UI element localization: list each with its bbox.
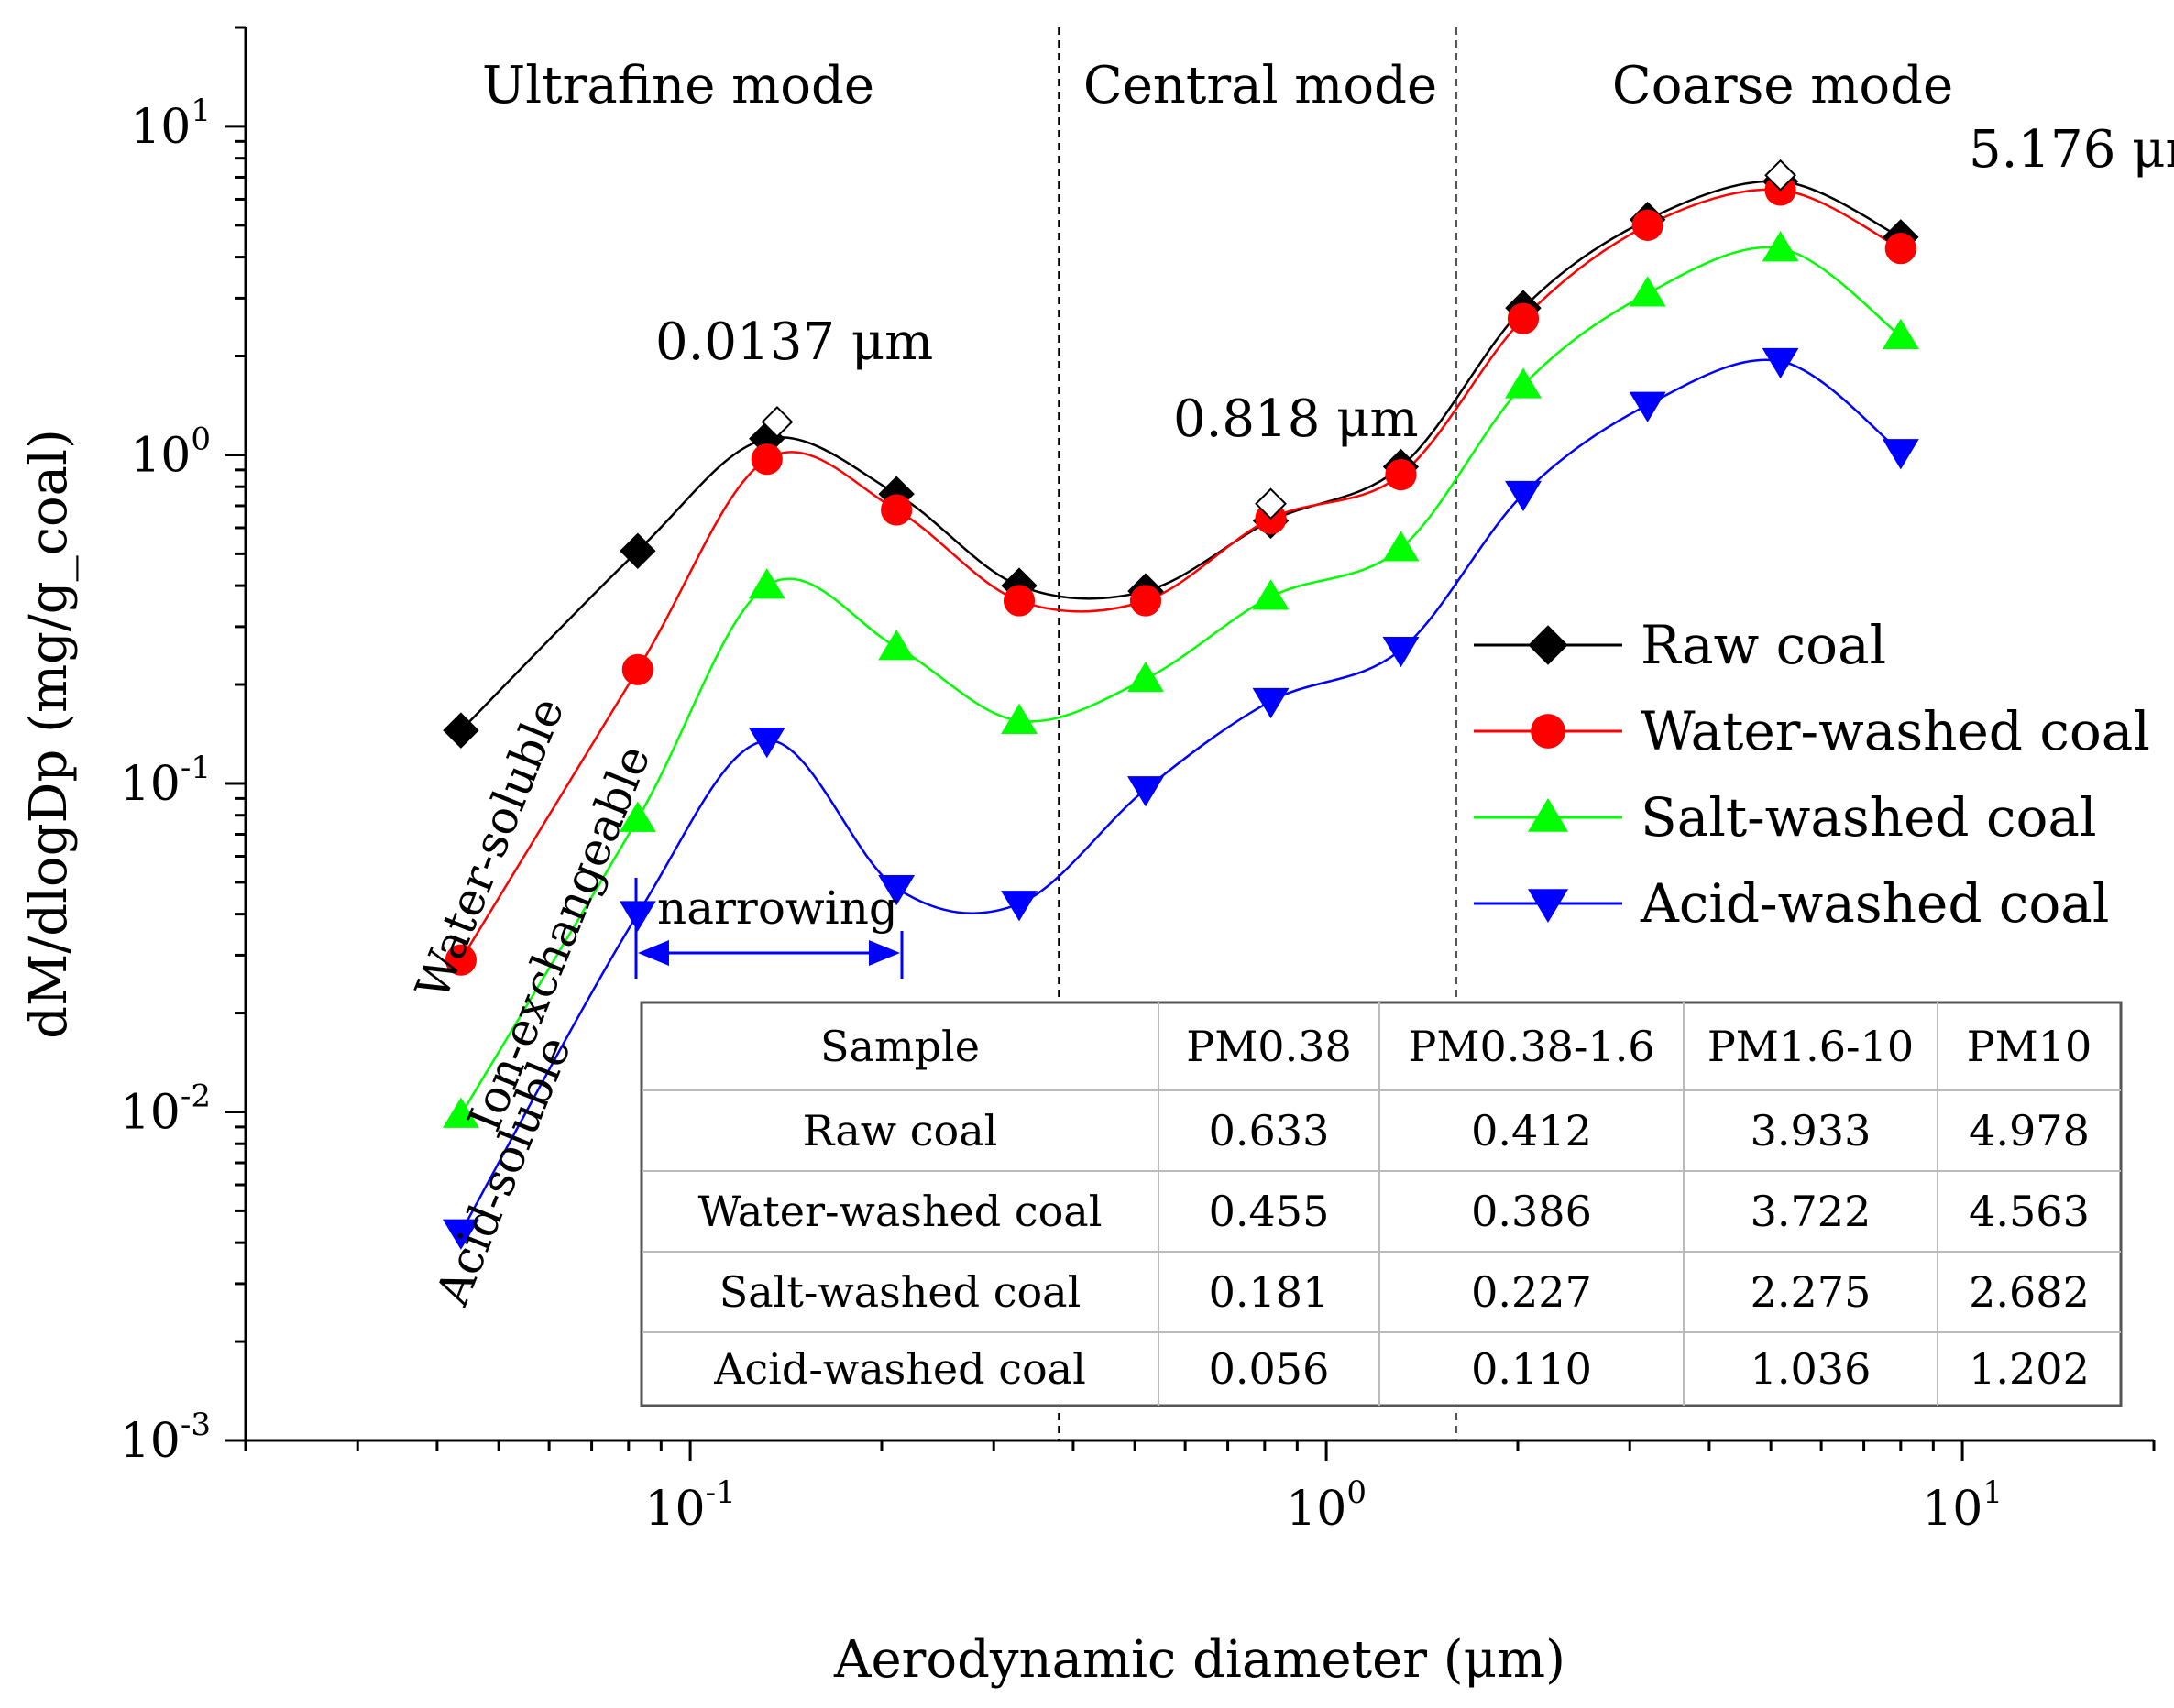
table-cell: Acid-washed coal [713, 1344, 1086, 1394]
data-point-s4 [619, 901, 656, 932]
data-point-s1 [443, 712, 479, 749]
table-cell: 0.227 [1471, 1267, 1592, 1317]
y-axis-title: dM/dlogDp (mg/g_coal) [19, 429, 79, 1039]
data-point-s3 [1505, 367, 1542, 399]
data-point-s2 [1129, 585, 1162, 617]
data-point-s4 [1127, 776, 1164, 807]
y-tick-label: 10-1 [120, 750, 211, 812]
data-point-s4 [1505, 480, 1542, 512]
data-point-s2 [621, 653, 653, 685]
data-point-s2 [1385, 459, 1417, 491]
narrowing-label: narrowing [657, 881, 898, 935]
axes: 10-1 100 101 10-3 10-2 10-1 100 101 Aerodynamic … [19, 26, 2156, 1690]
data-point-s3 [1762, 231, 1799, 262]
data-point-s3 [1001, 703, 1038, 734]
data-point-s4 [1629, 391, 1666, 422]
legend: Raw coal Water-washed coal Salt-washed coa… [1474, 614, 2150, 935]
table-cell: 4.978 [1969, 1106, 2090, 1155]
narrowing-arrowhead-left [638, 940, 669, 966]
x-tick-label: 100 [1286, 1474, 1367, 1537]
legend-label: Water-washed coal [1641, 700, 2150, 762]
table-header-cell: Sample [820, 1022, 980, 1071]
mode-label: Central mode [1083, 56, 1437, 115]
x-tick-label: 101 [1922, 1474, 2003, 1537]
peak-marker [761, 406, 794, 438]
table-cell: 2.682 [1969, 1267, 2090, 1317]
table-header-cell: PM10 [1967, 1022, 2092, 1071]
series-markers [442, 159, 1919, 1250]
table-cell: 4.563 [1969, 1187, 2090, 1236]
data-point-s4 [1762, 347, 1799, 379]
legend-label: Raw coal [1641, 614, 1886, 676]
y-tick-label: 10-3 [120, 1407, 211, 1469]
data-point-s3 [1882, 318, 1919, 350]
table-cell: 0.181 [1209, 1267, 1330, 1317]
data-point-s2 [1003, 585, 1036, 617]
table-frame [640, 1001, 2123, 1407]
data-point-s3 [1252, 579, 1290, 610]
data-point-s2 [881, 494, 913, 526]
table-cell: 0.386 [1471, 1187, 1592, 1236]
data-point-s2 [1631, 209, 1663, 241]
table-cell: 1.202 [1969, 1344, 2090, 1394]
data-point-s1 [620, 532, 656, 569]
table-cell: 3.933 [1751, 1106, 1872, 1155]
legend-label: Acid-washed coal [1640, 872, 2109, 935]
legend-marker [1531, 714, 1565, 749]
table-cell: 1.036 [1751, 1344, 1872, 1394]
data-point-s2 [445, 944, 477, 976]
data-point-s4 [878, 874, 916, 906]
data-point-s4 [748, 727, 785, 759]
data-point-s3 [1382, 531, 1420, 562]
narrowing-arrowhead-right [869, 940, 900, 966]
data-point-s4 [1001, 891, 1038, 922]
table-cell: Water-washed coal [698, 1187, 1103, 1236]
peak-label: 0.818 μm [1173, 389, 1419, 449]
data-point-s4 [442, 1219, 479, 1250]
peak-label: 0.0137 μm [655, 312, 933, 372]
mode-regions: Ultrafine mode Central mode Coarse mode [482, 27, 1953, 1440]
legend-label: Salt-washed coal [1641, 786, 2097, 849]
table-cell: 0.633 [1209, 1106, 1330, 1155]
y-tick-label: 100 [130, 421, 211, 483]
legend-marker [1527, 798, 1569, 832]
data-point-s3 [1127, 661, 1164, 693]
data-point-s2 [1507, 302, 1540, 334]
data-point-s3 [878, 630, 916, 661]
x-tick-label: 10-1 [644, 1474, 735, 1537]
table-cell: Salt-washed coal [719, 1267, 1082, 1317]
summary-table: Sample PM0.38 PM0.38-1.6 PM1.6-10 PM10 Raw co… [640, 1001, 2123, 1407]
mode-label: Ultrafine mode [482, 56, 874, 115]
mode-label: Coarse mode [1612, 56, 1953, 115]
table-header-cell: PM1.6-10 [1707, 1022, 1914, 1071]
data-point-s2 [751, 443, 783, 476]
peak-label: 5.176 μm [1969, 120, 2174, 180]
x-axis-title: Aerodynamic diameter (μm) [833, 1630, 1565, 1690]
table-cell: 0.455 [1209, 1187, 1330, 1236]
y-tick-label: 101 [130, 93, 211, 155]
data-point-s4 [1252, 687, 1290, 719]
table-header-cell: PM0.38 [1186, 1022, 1351, 1071]
data-point-s4 [1882, 439, 1919, 470]
data-point-s3 [748, 568, 785, 599]
legend-marker [1527, 889, 1569, 923]
data-point-s3 [442, 1097, 479, 1128]
table-cell: 0.412 [1471, 1106, 1592, 1155]
table-cell: 3.722 [1751, 1187, 1872, 1236]
table-header-cell: PM0.38-1.6 [1408, 1022, 1654, 1071]
table-cell: Raw coal [803, 1106, 998, 1155]
y-tick-label: 10-2 [120, 1078, 211, 1140]
data-point-s4 [1382, 636, 1420, 668]
data-point-s3 [619, 801, 656, 832]
table-cell: 0.110 [1471, 1344, 1592, 1394]
table-cell: 0.056 [1209, 1344, 1330, 1394]
data-point-s2 [1884, 233, 1916, 265]
peak-marker [1764, 159, 1797, 192]
table-cell: 2.275 [1751, 1267, 1872, 1317]
legend-marker [1528, 625, 1568, 665]
data-point-s3 [1629, 276, 1666, 307]
peak-marker [1255, 487, 1287, 520]
